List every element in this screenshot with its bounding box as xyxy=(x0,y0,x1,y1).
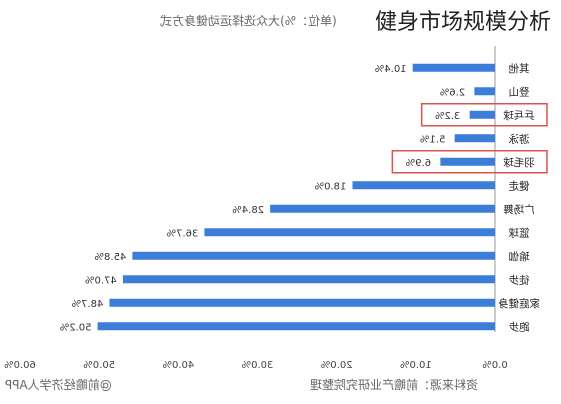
mirrored-footer-source: 资料来源：前瞻产业研究院整理 xyxy=(310,378,479,392)
value-label-8: 45.8% xyxy=(95,252,127,263)
category-label-10: 家庭健身 xyxy=(498,297,540,310)
bar-6 xyxy=(270,204,495,213)
category-label-8: 瑜伽 xyxy=(509,250,530,263)
value-label-9: 47.0% xyxy=(85,275,117,286)
category-label-2: 乒乓球 xyxy=(503,109,535,122)
value-label-5: 18.0% xyxy=(315,181,347,192)
bar-9 xyxy=(122,275,496,284)
x-tick-6: 60.0% xyxy=(4,360,36,371)
bar-1 xyxy=(474,87,495,96)
category-label-6: 广场舞 xyxy=(503,203,535,216)
bar-11 xyxy=(97,322,495,331)
bar-7 xyxy=(204,228,496,237)
category-label-0: 其他 xyxy=(508,62,529,75)
category-label-1: 登山 xyxy=(509,85,530,98)
value-label-10: 48.7% xyxy=(72,299,104,310)
x-tick-0: 0.0% xyxy=(482,360,507,371)
bar-2 xyxy=(469,110,495,119)
highlight-box-2 xyxy=(420,103,548,127)
value-label-1: 2.6% xyxy=(440,87,465,98)
value-label-0: 10.4% xyxy=(375,64,407,75)
bar-0 xyxy=(412,63,495,72)
value-label-7: 36.7% xyxy=(167,228,199,239)
value-label-11: 50.2% xyxy=(60,322,92,333)
value-label-2: 3.2% xyxy=(435,111,460,122)
bar-10 xyxy=(109,298,495,307)
bar-5 xyxy=(352,181,495,190)
x-tick-3: 30.0% xyxy=(242,360,274,371)
value-label-3: 5.1% xyxy=(420,134,445,145)
x-tick-4: 40.0% xyxy=(162,360,194,371)
category-label-9: 徒步 xyxy=(509,273,530,286)
category-label-7: 篮球 xyxy=(508,226,529,239)
category-label-4: 羽毛球 xyxy=(503,156,535,169)
mirrored-footer-logo: @前瞻经济学人APP xyxy=(5,378,112,392)
x-tick-5: 50.0% xyxy=(83,360,115,371)
bar-4 xyxy=(440,157,495,166)
bar-8 xyxy=(132,251,495,260)
highlight-box-4 xyxy=(391,150,548,174)
mirrored-header: (单位：%)大众选择运动健身方式 xyxy=(160,14,337,28)
category-label-5: 健走 xyxy=(508,180,529,192)
overlay-title: 健身市场规模分析 xyxy=(372,4,553,36)
category-label-11: 跑步 xyxy=(509,320,530,333)
value-label-4: 6.9% xyxy=(406,158,431,169)
x-tick-1: 10.0% xyxy=(400,360,432,371)
category-label-3: 游泳 xyxy=(508,132,529,145)
value-label-6: 28.4% xyxy=(232,205,264,216)
bar-3 xyxy=(454,134,495,143)
x-tick-2: 20.0% xyxy=(321,360,353,371)
